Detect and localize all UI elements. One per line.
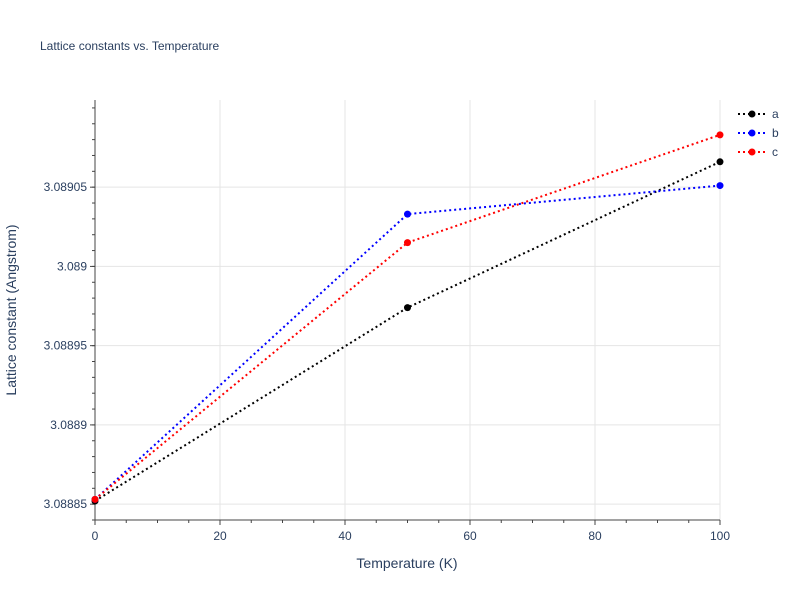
x-tick-label: 100 — [710, 529, 730, 543]
data-point-a[interactable] — [716, 158, 724, 166]
series-line-b — [94, 184, 721, 501]
x-tick-label: 80 — [588, 529, 602, 543]
y-tick-label: 3.08885 — [44, 497, 88, 511]
y-tick-label: 3.08895 — [44, 339, 88, 353]
legend-marker-a — [748, 110, 756, 118]
x-tick-label: 40 — [338, 529, 352, 543]
y-tick-label: 3.089 — [57, 259, 87, 273]
legend-label-b[interactable]: b — [772, 126, 779, 140]
legend-label-a[interactable]: a — [772, 107, 779, 121]
grid — [95, 100, 721, 520]
x-tick-label: 60 — [463, 529, 477, 543]
y-tick-label: 3.0889 — [50, 418, 87, 432]
y-axis-title: Lattice constant (Angstrom) — [3, 224, 19, 395]
y-tick-label: 3.08905 — [44, 180, 88, 194]
legend-marker-b — [748, 129, 756, 137]
data-point-b[interactable] — [404, 210, 411, 218]
plot-area — [91, 131, 724, 505]
data-point-c[interactable] — [404, 239, 411, 247]
x-tick-label: 0 — [92, 529, 99, 543]
x-axis-title: Temperature (K) — [356, 555, 457, 571]
data-point-b[interactable] — [716, 182, 724, 190]
series-line-c — [94, 133, 721, 501]
legend-label-c[interactable]: c — [772, 145, 778, 159]
legend[interactable]: abc — [738, 107, 779, 159]
x-tick-label: 20 — [213, 529, 227, 543]
axes: 0 20 40 60 80 100 3.08885 3.0889 3.08895 3.089 3.0… — [44, 100, 730, 543]
data-point-a[interactable] — [404, 304, 411, 312]
data-point-c[interactable] — [91, 495, 99, 503]
chart-title: Lattice constants vs. Temperature — [40, 39, 220, 53]
data-point-c[interactable] — [716, 131, 724, 139]
legend-marker-c — [748, 148, 756, 156]
